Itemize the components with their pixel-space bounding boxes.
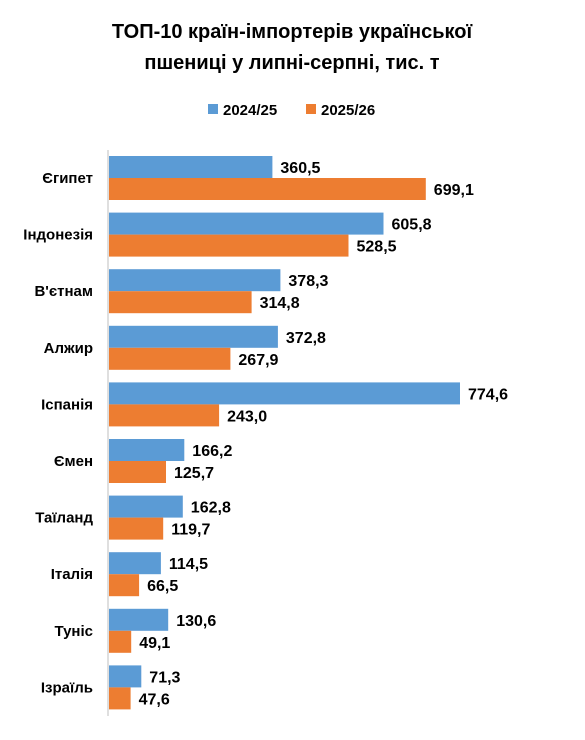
bar-series-1 — [109, 461, 166, 483]
bar-series-0 — [109, 382, 460, 405]
data-label-series-0: 378,3 — [288, 273, 328, 290]
category-label: Єгипет — [42, 170, 93, 187]
data-label-series-1: 49,1 — [139, 635, 170, 652]
data-label-series-0: 71,3 — [149, 669, 180, 686]
data-label-series-1: 47,6 — [139, 691, 170, 708]
data-label-series-1: 125,7 — [174, 465, 214, 482]
legend-swatch-2024-25 — [208, 104, 218, 114]
data-label-series-0: 114,5 — [169, 556, 208, 573]
category-label: Ізраїль — [41, 679, 93, 696]
bar-series-1 — [109, 574, 140, 597]
data-label-series-0: 605,8 — [392, 217, 432, 234]
data-label-series-1: 267,9 — [238, 352, 278, 369]
bar-series-1 — [109, 404, 220, 427]
bar-series-0 — [109, 212, 384, 235]
category-label: Ємен — [54, 453, 93, 470]
bar-series-1 — [109, 291, 252, 314]
data-label-series-0: 774,6 — [468, 386, 508, 403]
chart-title-line-2: пшениці у липні-серпні, тис. т — [144, 52, 439, 74]
bar-series-1 — [109, 687, 131, 710]
legend-label-2024-25: 2024/25 — [223, 102, 277, 119]
data-label-series-1: 314,8 — [260, 295, 300, 312]
legend-label-2025-26: 2025/26 — [321, 102, 375, 119]
data-label-series-0: 166,2 — [192, 443, 232, 460]
bar-series-1 — [109, 347, 231, 370]
data-label-series-1: 119,7 — [171, 522, 210, 539]
bar-series-0 — [109, 269, 281, 292]
data-label-series-1: 66,5 — [147, 578, 178, 595]
data-label-series-1: 243,0 — [227, 408, 267, 425]
bar-series-0 — [109, 439, 185, 461]
category-label: Туніс — [54, 623, 93, 640]
bar-series-1 — [109, 517, 164, 540]
bar-series-1 — [109, 178, 426, 200]
bar-series-0 — [109, 325, 278, 348]
data-label-series-1: 699,1 — [434, 182, 474, 199]
data-label-series-0: 360,5 — [280, 160, 320, 177]
bar-series-0 — [109, 156, 273, 178]
bar-series-0 — [109, 552, 161, 575]
category-label: Таїланд — [35, 510, 93, 527]
bar-series-0 — [109, 495, 183, 518]
legend-swatch-2025-26 — [306, 104, 316, 114]
category-label: В'єтнам — [34, 283, 93, 300]
plot-area: Єгипет 360,5 699,1 Індонезія 605,8 528,5 В'єтн… — [23, 156, 508, 710]
bar-series-0 — [109, 608, 169, 631]
bar-series-1 — [109, 234, 349, 257]
data-label-series-1: 528,5 — [357, 239, 397, 256]
legend: 2024/25 2025/26 — [208, 102, 375, 119]
category-label: Алжир — [44, 340, 93, 357]
category-label: Італія — [51, 566, 93, 583]
data-label-series-0: 372,8 — [286, 330, 326, 347]
data-label-series-0: 130,6 — [176, 613, 216, 630]
data-label-series-0: 162,8 — [191, 500, 231, 517]
bar-series-0 — [109, 665, 142, 688]
category-label: Індонезія — [23, 227, 93, 244]
chart-title-line-1: ТОП-10 країн-імпортерів української — [112, 21, 473, 43]
bar-series-1 — [109, 630, 132, 653]
category-label: Іспанія — [41, 396, 93, 413]
